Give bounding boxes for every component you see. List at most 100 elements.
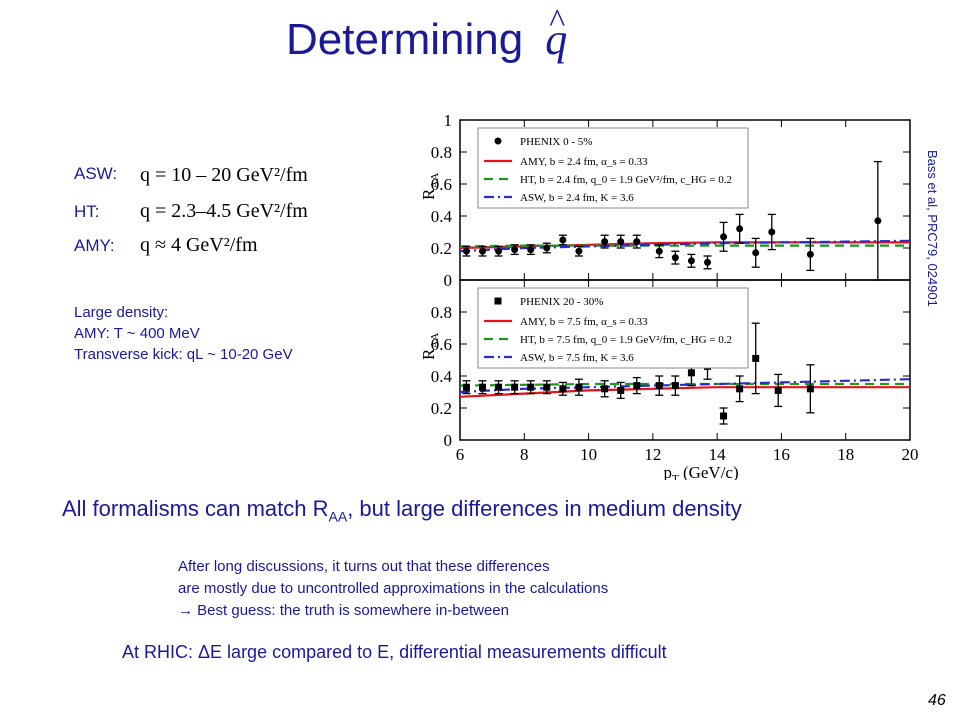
data-point (559, 236, 567, 244)
legend-entry: PHENIX 0 - 5% (520, 136, 592, 148)
y-tick-label: 0.4 (431, 207, 453, 226)
data-point (633, 382, 641, 390)
data-point (687, 257, 695, 265)
legend-entry: AMY, b = 7.5 fm, α_s = 0.33 (520, 316, 648, 328)
x-tick-label: 14 (709, 445, 727, 464)
data-point (575, 383, 583, 391)
discussion-block: After long discussions, it turns out tha… (178, 556, 608, 622)
y-tick-label: 0.6 (431, 175, 452, 194)
theory-curve (459, 378, 911, 394)
data-point (736, 225, 744, 233)
data-point (655, 382, 663, 390)
title-text: Determining (286, 15, 524, 64)
asw-formula: q = 10 – 20 GeV²/fm (140, 164, 308, 186)
legend-marker (494, 137, 502, 145)
data-point (575, 247, 583, 255)
delta-symbol: Δ (198, 642, 211, 662)
data-point (495, 247, 503, 255)
data-point (479, 383, 486, 391)
y-tick-label: 0 (444, 271, 453, 290)
x-tick-label: 18 (837, 445, 854, 464)
rhic-note: At RHIC: ΔE large compared to E, differe… (122, 642, 667, 662)
legend-entry: HT, b = 2.4 fm, q_0 = 1.9 GeV²/fm, c_HG … (520, 174, 732, 186)
data-point (511, 246, 519, 254)
discussion-line: After long discussions, it turns out tha… (178, 558, 550, 575)
reference-note: Bass et al, PRC79, 024901 (925, 150, 940, 307)
data-point (687, 369, 695, 377)
conclusion-text: All formalisms can match RAA, but large … (62, 496, 742, 525)
data-point (601, 385, 609, 393)
x-tick-label: 16 (773, 445, 790, 464)
theory-curve (459, 244, 910, 248)
panel-bottom: 6 8 10 12 14 16 18 20 0 0.2 0.4 0.6 0.8 RAA pT (GeV/c)… (419, 279, 919, 480)
data-point (495, 383, 503, 391)
legend-entry: ASW, b = 7.5 fm, K = 3.6 (520, 352, 634, 364)
amy-label: AMY: (74, 236, 115, 255)
data-point (511, 383, 519, 391)
data-point (462, 247, 470, 255)
data-point (462, 383, 470, 391)
y-axis-label: RAA (419, 173, 441, 200)
x-tick-label: 12 (644, 445, 661, 464)
ht-formula: q = 2.3–4.5 GeV²/fm (140, 200, 308, 222)
qhat-symbol: ^ q (545, 3, 568, 64)
data-point (655, 247, 663, 255)
y-tick-label: 0.6 (431, 335, 452, 354)
arrow-icon: → (178, 602, 193, 619)
data-point (774, 386, 782, 394)
data-point (736, 385, 744, 393)
raa-chart: 0 0.2 0.4 0.6 0.8 1 RAA PHENIX 0 - 5% AMY, b = 2… (419, 111, 919, 480)
data-point (633, 238, 641, 246)
x-tick-label: 20 (902, 445, 919, 464)
data-point (704, 258, 711, 266)
y-tick-label: 1 (444, 111, 453, 130)
y-tick-label: 0.2 (431, 399, 452, 418)
asw-label: ASW: (74, 164, 118, 183)
x-axis-label: pT (GeV/c) (663, 463, 738, 480)
density-line: AMY: T ~ 400 MeV (74, 325, 200, 342)
legend-entry: AMY, b = 2.4 fm, α_s = 0.33 (520, 156, 648, 168)
legend-box (477, 287, 749, 369)
legend-box (477, 127, 749, 209)
data-point (543, 244, 551, 252)
density-line: Transverse kick: qL ~ 10-20 GeV (74, 346, 293, 363)
legend-entry: HT, b = 7.5 fm, q_0 = 1.9 GeV²/fm, c_HG … (520, 334, 732, 346)
data-point (527, 383, 535, 391)
y-tick-label: 0.8 (431, 303, 452, 322)
data-point (720, 412, 728, 420)
theory-curve (459, 386, 910, 398)
y-tick-label: 0.2 (431, 239, 452, 258)
y-tick-label: 0.4 (431, 367, 453, 386)
data-point (768, 228, 776, 236)
page-number: 46 (928, 692, 946, 709)
data-point (559, 385, 567, 393)
discussion-line: → Best guess: the truth is somewhere in-… (178, 602, 509, 619)
data-point (671, 382, 679, 390)
data-point (752, 249, 760, 257)
data-point (527, 246, 535, 254)
x-tick-label: 6 (456, 445, 465, 464)
x-tick-label: 8 (520, 445, 529, 464)
density-notes: Large density: AMY: T ~ 400 MeV Transver… (74, 302, 293, 365)
x-tick-label: 10 (580, 445, 597, 464)
y-tick-label: 0.8 (431, 143, 452, 162)
data-point (617, 238, 625, 246)
theory-curve (459, 239, 911, 253)
density-line: Large density: (74, 304, 169, 321)
legend-marker (494, 297, 502, 305)
ht-label: HT: (74, 202, 100, 221)
data-point (806, 250, 814, 258)
data-point (874, 217, 882, 225)
amy-formula: q ≈ 4 GeV²/fm (140, 234, 258, 256)
data-point (543, 383, 551, 391)
plot-frame (459, 279, 911, 441)
slide-title: Determining ^ q (286, 3, 568, 65)
data-point (720, 233, 728, 241)
data-point (671, 254, 679, 262)
panel-top: 0 0.2 0.4 0.6 0.8 1 RAA PHENIX 0 - 5% AMY, b = 2… (419, 111, 911, 290)
y-tick-label: 0 (444, 431, 453, 450)
discussion-line: are mostly due to uncontrolled approxima… (178, 580, 609, 597)
legend-entry: ASW, b = 2.4 fm, K = 3.6 (520, 192, 634, 204)
data-point (601, 238, 609, 246)
data-point (752, 354, 760, 362)
